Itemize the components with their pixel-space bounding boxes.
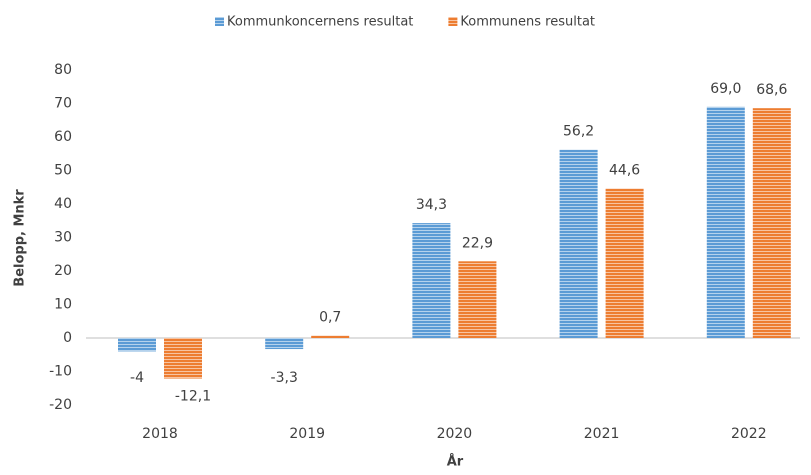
bar bbox=[458, 261, 497, 338]
data-label: 34,3 bbox=[416, 197, 447, 213]
bar bbox=[706, 106, 745, 338]
data-label: 44,6 bbox=[609, 163, 640, 179]
bar bbox=[559, 149, 598, 338]
data-label: 56,2 bbox=[563, 124, 594, 140]
data-label: 68,6 bbox=[756, 82, 787, 98]
bar bbox=[752, 108, 791, 338]
x-tick-label: 2021 bbox=[584, 426, 620, 442]
y-tick-label: 0 bbox=[63, 330, 72, 346]
y-tick-label: 10 bbox=[54, 297, 72, 313]
bar bbox=[118, 338, 156, 352]
x-tick-label: 2020 bbox=[437, 426, 473, 442]
data-label: -12,1 bbox=[175, 389, 211, 405]
legend-label: Kommunens resultat bbox=[460, 15, 595, 30]
bar bbox=[164, 338, 202, 379]
x-tick-label: 2019 bbox=[289, 426, 325, 442]
data-label: 22,9 bbox=[462, 235, 493, 251]
y-tick-label: 40 bbox=[54, 196, 72, 212]
bar bbox=[265, 338, 304, 350]
x-axis-title: År bbox=[447, 454, 464, 470]
data-label: 69,0 bbox=[710, 81, 741, 97]
data-label: 0,7 bbox=[319, 310, 341, 326]
y-tick-label: -10 bbox=[49, 364, 72, 380]
data-label: -3,3 bbox=[271, 370, 298, 386]
bar bbox=[605, 188, 644, 338]
y-axis-title: Belopp, Mnkr bbox=[13, 189, 28, 287]
data-label: -4 bbox=[130, 370, 144, 386]
y-tick-label: 20 bbox=[54, 263, 72, 279]
y-tick-label: 30 bbox=[54, 230, 72, 246]
x-tick-label: 2018 bbox=[142, 426, 178, 442]
legend-label: Kommunkoncernens resultat bbox=[227, 15, 413, 30]
y-tick-label: -20 bbox=[49, 397, 72, 413]
bar bbox=[311, 335, 350, 338]
y-tick-label: 70 bbox=[54, 96, 72, 112]
y-tick-label: 50 bbox=[54, 163, 72, 179]
y-tick-label: 60 bbox=[54, 129, 72, 145]
legend-swatch bbox=[448, 17, 458, 26]
legend-swatch bbox=[215, 17, 224, 26]
bar bbox=[412, 223, 451, 338]
x-tick-label: 2022 bbox=[731, 426, 767, 442]
y-tick-label: 80 bbox=[54, 62, 72, 78]
